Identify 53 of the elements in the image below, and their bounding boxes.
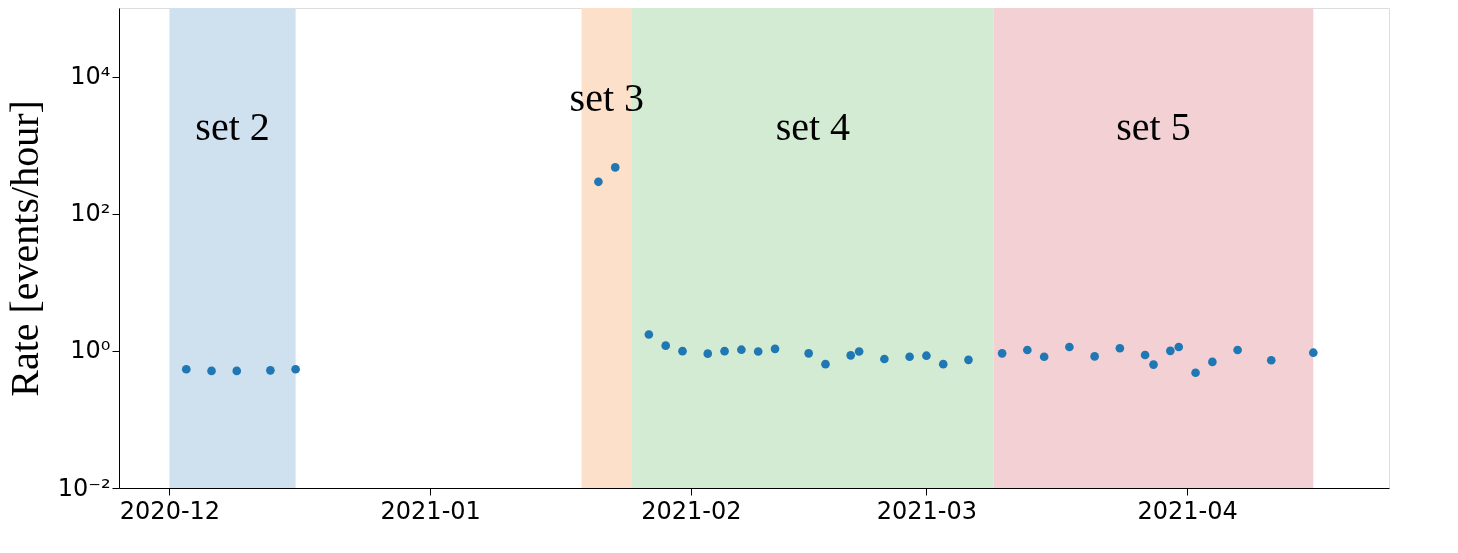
point — [1023, 345, 1032, 355]
point — [1174, 342, 1184, 352]
point — [1233, 345, 1242, 355]
point — [232, 366, 242, 376]
band-label: set 3 — [569, 74, 645, 120]
point — [703, 349, 713, 358]
point — [922, 351, 931, 361]
x-tick-label: 2021-04 — [1137, 496, 1238, 525]
band-label: set 5 — [1116, 104, 1191, 149]
x-tick-label: 2021-02 — [641, 496, 742, 525]
point — [880, 354, 889, 364]
point — [610, 163, 620, 172]
point — [266, 366, 275, 375]
point — [905, 352, 914, 362]
point — [1149, 360, 1158, 369]
point — [854, 347, 864, 356]
y-tick-label: 10⁻² — [57, 473, 111, 502]
point — [1065, 342, 1074, 352]
point — [938, 359, 948, 369]
x-tick-label: 2021-01 — [380, 496, 481, 525]
point — [644, 330, 654, 339]
x-tick-label: 2020-12 — [119, 496, 221, 525]
point — [997, 349, 1007, 358]
point — [1308, 348, 1318, 358]
point — [821, 359, 830, 369]
point — [207, 366, 216, 376]
point — [1140, 350, 1150, 360]
point — [753, 347, 763, 356]
point — [1266, 355, 1276, 365]
point — [291, 364, 300, 374]
band-label: set 4 — [775, 104, 851, 149]
point — [1208, 357, 1217, 367]
point — [1191, 368, 1200, 378]
y-tick-label: 10⁰ — [70, 336, 111, 365]
point — [846, 351, 856, 360]
y-axis-title: Rate [events/hour] — [1, 100, 47, 397]
point — [804, 349, 813, 358]
point — [770, 344, 780, 354]
point — [720, 346, 729, 356]
point — [964, 355, 973, 365]
point — [1165, 346, 1175, 356]
point — [737, 345, 746, 355]
y-tick-label: 10² — [70, 199, 111, 228]
point — [1090, 352, 1099, 361]
point — [181, 364, 191, 374]
point — [1039, 352, 1049, 362]
band-label: set 2 — [195, 104, 270, 149]
point — [678, 346, 687, 356]
y-tick-label: 10⁴ — [70, 62, 111, 91]
x-tick-label: 2021-03 — [876, 496, 978, 525]
point — [1115, 343, 1125, 353]
point — [661, 341, 671, 350]
point — [594, 177, 603, 187]
